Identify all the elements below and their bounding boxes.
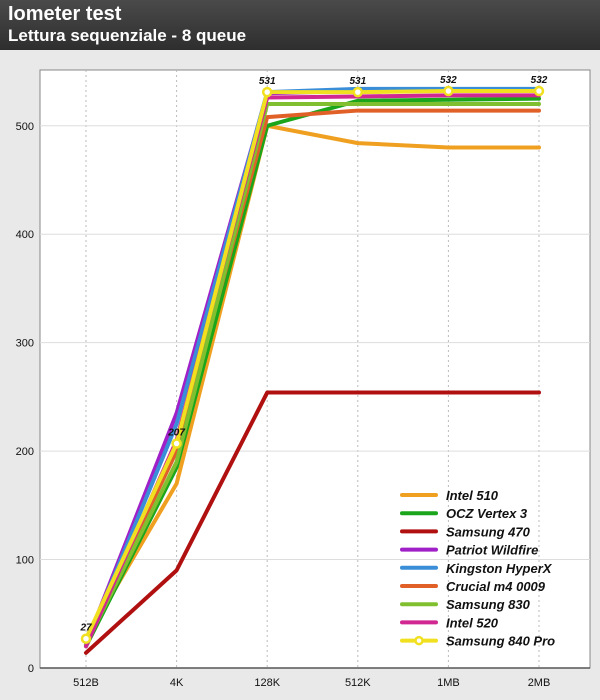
data-point — [80, 633, 92, 644]
series-line — [84, 123, 541, 641]
plot-area — [39, 69, 591, 669]
legend-entry: Samsung 470 — [446, 524, 531, 539]
y-tick-label: 100 — [16, 555, 34, 567]
data-point — [171, 438, 182, 449]
data-label: 27 — [79, 623, 92, 634]
legend-entry: Intel 510 — [446, 488, 499, 503]
series-line — [84, 102, 541, 647]
legend-entry: Crucial m4 0009 — [446, 579, 546, 594]
data-label: 207 — [167, 428, 185, 439]
legend-entry: Intel 520 — [446, 615, 499, 630]
x-tick-label: 128K — [254, 677, 280, 689]
chart-title: Iometer test — [8, 3, 122, 25]
x-tick-label: 1MB — [437, 677, 460, 689]
data-point — [443, 85, 454, 97]
data-point — [352, 86, 364, 98]
chart-header: Iometer test Lettura sequenziale - 8 que… — [0, 0, 600, 50]
y-tick-label: 0 — [28, 663, 34, 675]
legend-entry: Patriot Wildfire — [446, 543, 538, 558]
y-tick-label: 300 — [16, 338, 34, 350]
series-line — [84, 89, 541, 641]
legend-entry: Kingston HyperX — [446, 561, 553, 576]
y-tick-label: 200 — [16, 446, 34, 458]
x-tick-label: 2MB — [528, 677, 551, 689]
y-tick-label: 500 — [16, 121, 34, 133]
x-tick-label: 4K — [170, 677, 184, 689]
data-point — [533, 85, 545, 97]
legend-entry: Samsung 830 — [446, 597, 531, 612]
legend-entry: OCZ Vertex 3 — [446, 506, 528, 521]
y-tick-label: 400 — [16, 229, 34, 241]
data-label: 532 — [440, 75, 457, 86]
data-label: 531 — [259, 76, 276, 87]
data-label: 531 — [349, 76, 366, 87]
legend-marker — [414, 635, 424, 646]
x-tick-label: 512B — [73, 677, 99, 689]
chart-subtitle: Lettura sequenziale - 8 queue — [8, 26, 247, 45]
data-point — [261, 86, 273, 98]
series-line — [84, 390, 541, 655]
series-line — [84, 108, 541, 644]
legend-entry: Samsung 840 Pro — [446, 634, 555, 649]
data-label: 532 — [531, 75, 548, 86]
x-tick-label: 512K — [345, 677, 371, 689]
